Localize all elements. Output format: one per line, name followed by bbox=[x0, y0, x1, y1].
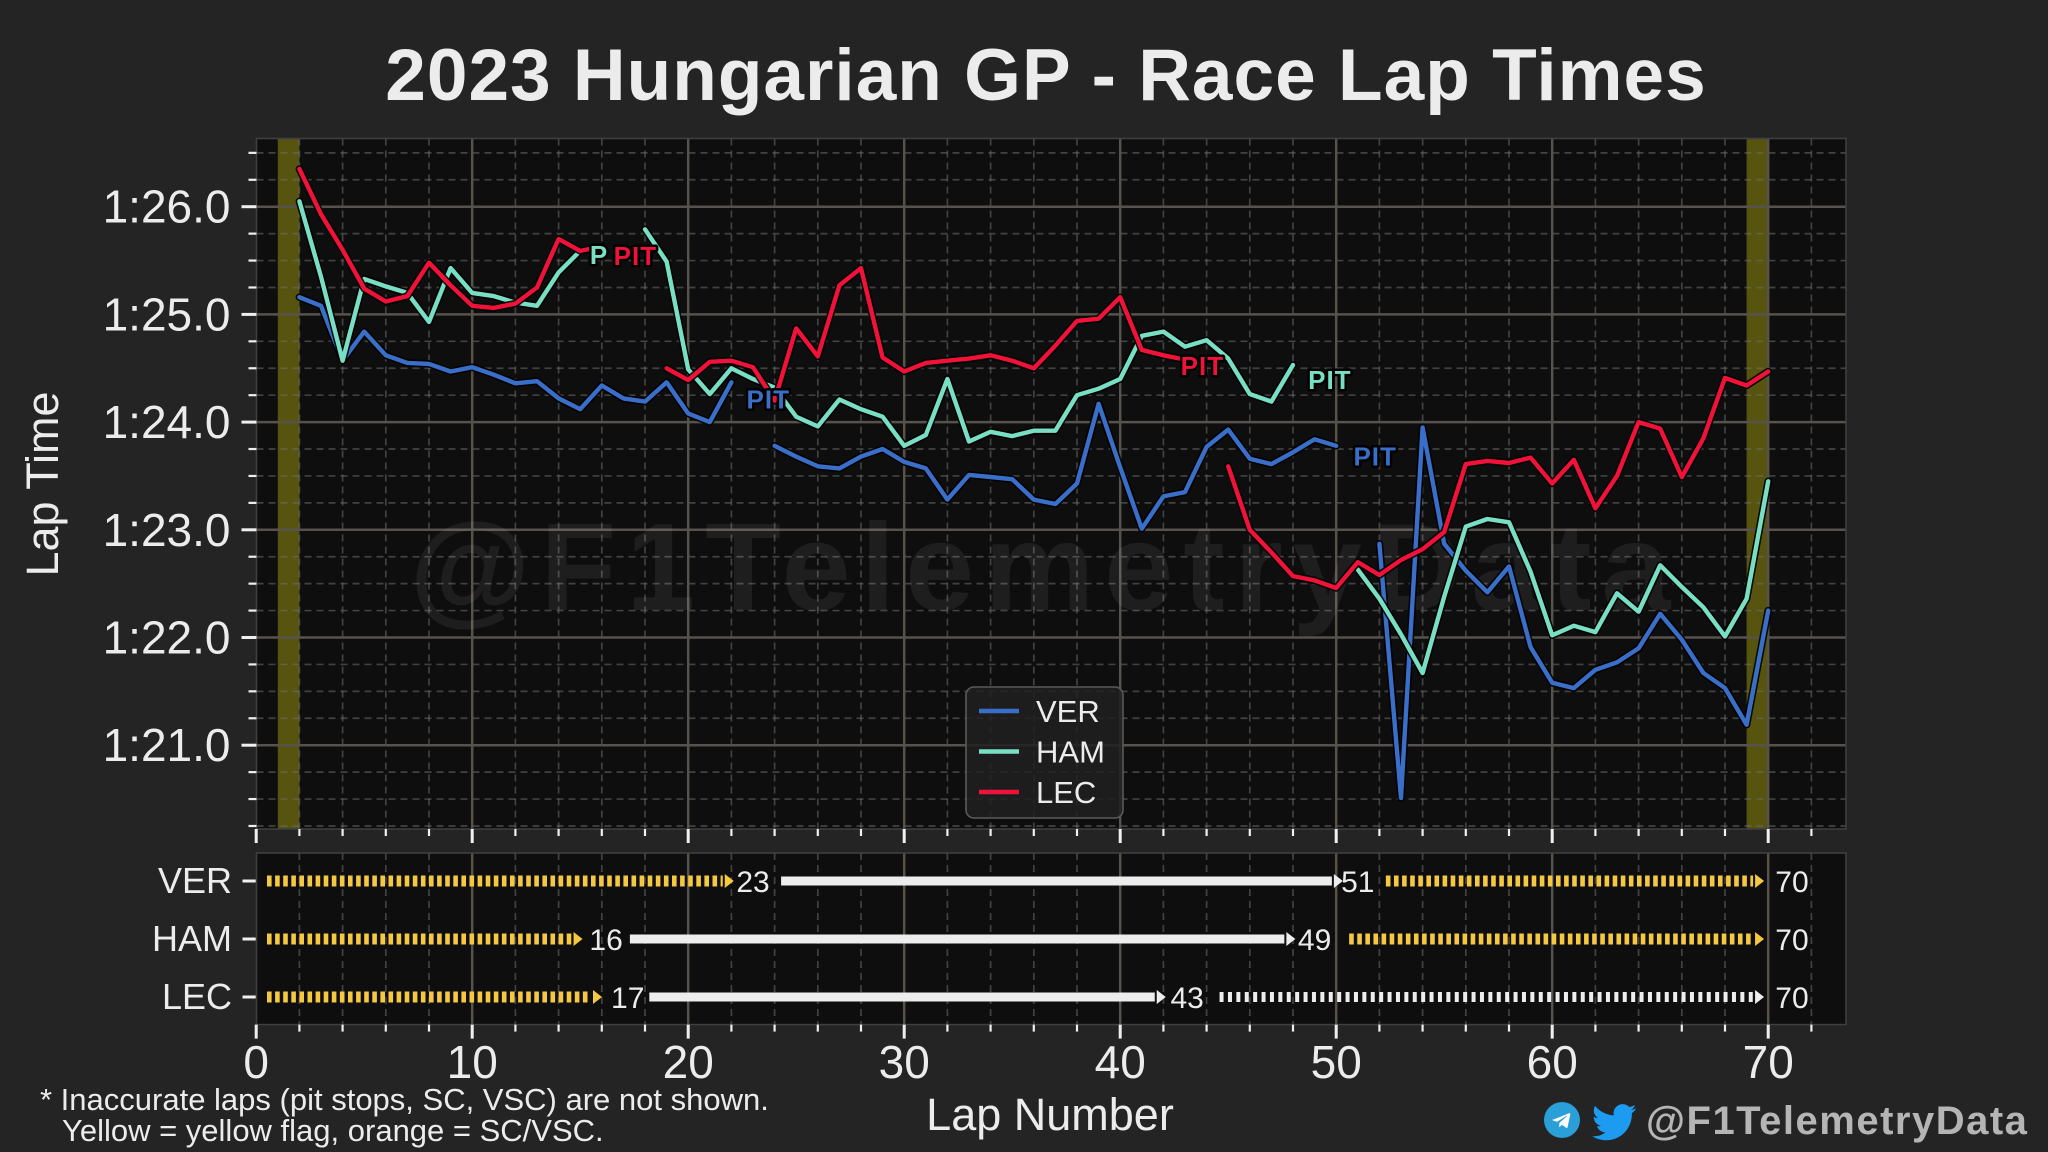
ham-line bbox=[642, 227, 1296, 448]
legend-box bbox=[965, 686, 1124, 819]
legend-label-ham: HAM bbox=[1036, 735, 1105, 770]
telegram-plane bbox=[1552, 1113, 1571, 1128]
stint-arrow-ver-2 bbox=[1333, 874, 1343, 888]
footer-handle: @F1TelemetryData bbox=[1646, 1099, 2028, 1143]
stint-lap-number-ver-2: 51 bbox=[1341, 866, 1374, 899]
pit-annotation-lec-1: PIT bbox=[614, 241, 657, 271]
pit-annotation-ver-2: PIT bbox=[747, 384, 790, 414]
series-ham bbox=[295, 197, 1772, 677]
legend: VER HAM LEC bbox=[965, 686, 1124, 819]
stint-arrow-lec-2 bbox=[1156, 990, 1166, 1004]
stint-arrow-ham-3 bbox=[1755, 932, 1765, 946]
stint-lap-number-lec-3: 70 bbox=[1775, 982, 1808, 1015]
telegram-circle bbox=[1544, 1102, 1580, 1138]
stint-row-label-ver: VER bbox=[158, 860, 232, 901]
ham-line bbox=[1355, 479, 1771, 676]
stint-arrow-ver-1 bbox=[724, 874, 734, 888]
stint-lap-number-ham-2: 49 bbox=[1298, 924, 1331, 957]
twitter-bird bbox=[1592, 1104, 1637, 1141]
x-tick-label: 70 bbox=[1743, 1036, 1794, 1088]
page-title: 2023 Hungarian GP - Race Lap Times bbox=[385, 35, 1706, 116]
x-axis-label: Lap Number bbox=[926, 1089, 1174, 1140]
y-tick-label: 1:23.0 bbox=[103, 504, 231, 556]
lec-line bbox=[664, 265, 1188, 403]
stint-lap-number-ham-1: 16 bbox=[589, 924, 622, 957]
series-lec bbox=[295, 165, 1772, 592]
pit-annotation-ver-5: PIT bbox=[1353, 441, 1396, 471]
ver-line bbox=[297, 295, 734, 425]
legend-label-ver: VER bbox=[1036, 694, 1100, 729]
ham-line bbox=[297, 199, 583, 363]
y-tick-label: 1:24.0 bbox=[103, 396, 231, 448]
x-tick-label: 50 bbox=[1311, 1036, 1362, 1088]
footnote-line-1: * Inaccurate laps (pit stops, SC, VSC) a… bbox=[40, 1082, 769, 1117]
stint-lap-number-ver-3: 70 bbox=[1775, 866, 1808, 899]
stint-row-label-ham: HAM bbox=[152, 918, 232, 959]
series-ver bbox=[295, 293, 1772, 802]
x-tick-label: 30 bbox=[879, 1036, 930, 1088]
x-tick-label: 60 bbox=[1527, 1036, 1578, 1088]
legend-label-lec: LEC bbox=[1036, 775, 1096, 810]
ver-line bbox=[772, 401, 1339, 531]
stint-arrow-lec-3 bbox=[1755, 990, 1765, 1004]
yellow-flag-band-0 bbox=[277, 138, 300, 829]
stint-row-label-lec: LEC bbox=[162, 976, 232, 1017]
y-tick-label: 1:22.0 bbox=[103, 612, 231, 664]
main-ticks bbox=[241, 151, 1813, 843]
stint-lap-number-ham-3: 70 bbox=[1775, 924, 1808, 957]
stint-lap-number-ver-1: 23 bbox=[736, 866, 769, 899]
lec-line bbox=[297, 166, 604, 311]
y-tick-label: 1:25.0 bbox=[103, 288, 231, 340]
stint-arrow-ham-1 bbox=[573, 932, 583, 946]
pit-annotation-lec-3: PIT bbox=[1181, 351, 1224, 381]
pit-annotation-ham-0: P bbox=[590, 240, 608, 270]
stint-arrow-ham-2 bbox=[1286, 932, 1296, 946]
stint-lap-number-lec-2: 43 bbox=[1170, 982, 1203, 1015]
stint-arrow-lec-1 bbox=[593, 990, 602, 1004]
footer-social: @F1TelemetryData bbox=[1544, 1099, 2028, 1143]
stint-arrow-ver-3 bbox=[1755, 874, 1765, 888]
y-tick-label: 1:21.0 bbox=[103, 719, 231, 771]
pit-annotation-ham-4: PIT bbox=[1308, 365, 1351, 395]
footnote-line-2: Yellow = yellow flag, orange = SC/VSC. bbox=[62, 1113, 604, 1148]
stint-plot: VER 23 51 70 HAM 16 49 70 LEC 17 43 70 0 10 20 30 40 50 60… bbox=[152, 852, 1847, 1088]
y-axis-label: Lap Time bbox=[17, 391, 68, 576]
x-tick-label: 10 bbox=[447, 1036, 498, 1088]
stint-lap-number-lec-1: 17 bbox=[611, 982, 644, 1015]
lec-line bbox=[1226, 369, 1771, 591]
ver-line bbox=[1377, 425, 1771, 801]
twitter-icon bbox=[1592, 1104, 1637, 1141]
stint-plot-border bbox=[255, 852, 1847, 1026]
y-tick-label: 1:26.0 bbox=[103, 181, 231, 233]
x-tick-label: 0 bbox=[243, 1036, 269, 1088]
x-tick-label: 40 bbox=[1095, 1036, 1146, 1088]
telegram-icon bbox=[1544, 1102, 1580, 1138]
x-tick-label: 20 bbox=[663, 1036, 714, 1088]
main-plot-border bbox=[255, 137, 1847, 830]
